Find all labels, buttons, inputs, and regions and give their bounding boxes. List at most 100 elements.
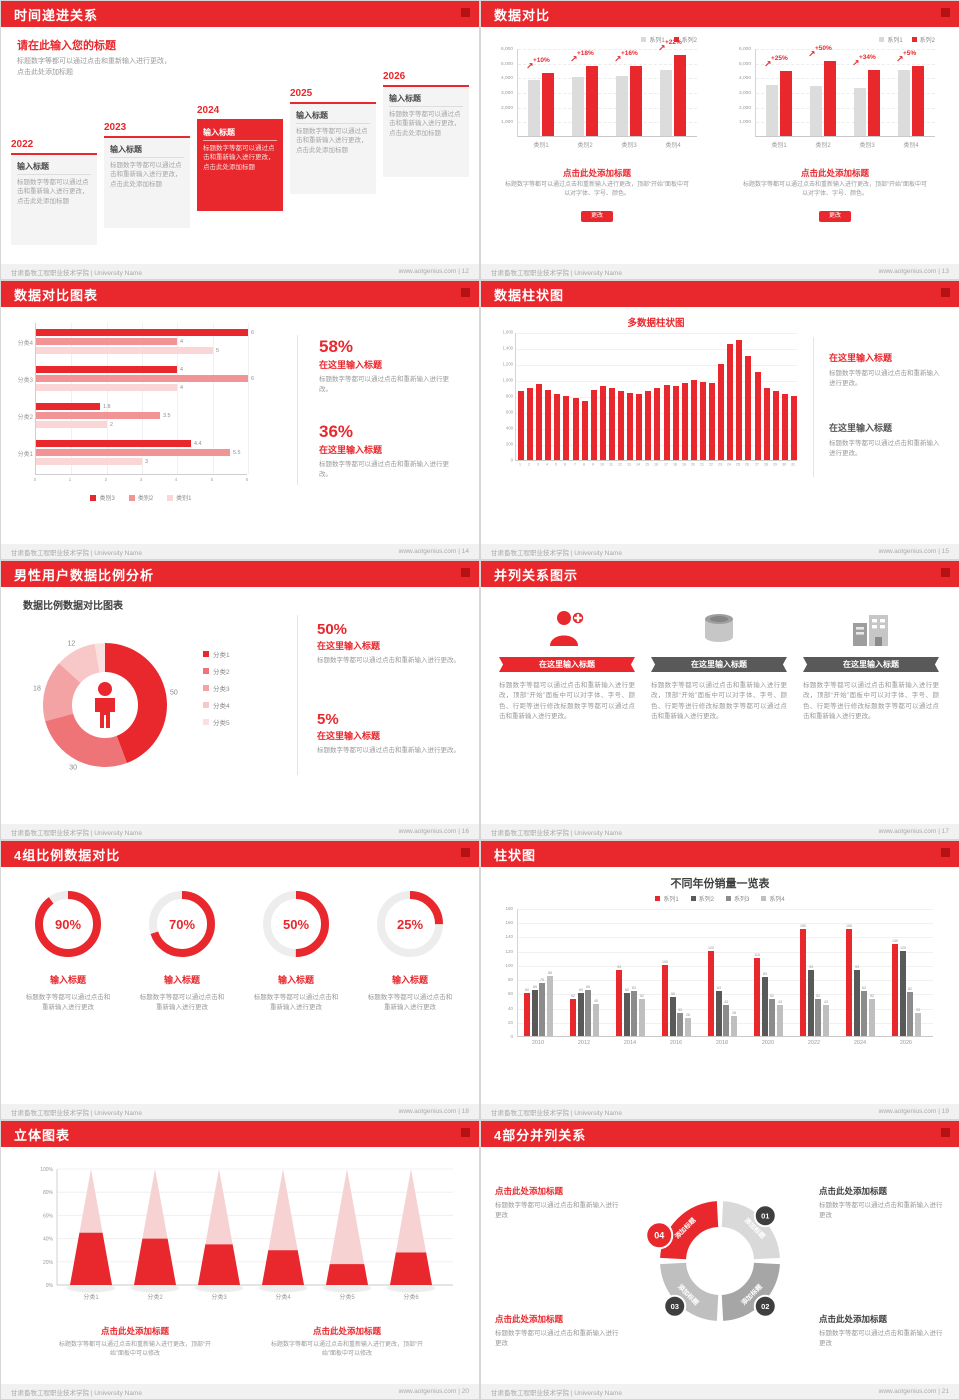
bar: [723, 1005, 729, 1036]
slide-content: 6 4 5 4 6 4 1.8 3.5 2 4.4 5.5 3 0 1 2 3 4 5 6 分类4 分类3 分类2 分类1 类…: [1, 307, 479, 544]
x-tick: 13: [627, 463, 632, 467]
value-label: 33: [677, 1007, 683, 1012]
timeline-item: 2026 输入标题 标题数字等都可以通过点击和重新输入进行更改，点击此处添加标题: [383, 71, 469, 177]
slide-header-title: 立体图表: [14, 1127, 71, 1143]
x-tick: 类别3: [859, 143, 875, 149]
value-label: 75: [539, 978, 545, 982]
y-tick: 4,000: [738, 75, 751, 81]
bar: [36, 412, 160, 419]
slide-content: 不同年份销量一览表 系列1 系列2 系列3 系列4 60 65 75 85 52 60 65 45 93 6…: [481, 867, 959, 1104]
x-tick: 5: [210, 477, 213, 483]
slide-footer: 甘肃畜牧工程职业技术学院 | University Name www.aotgen…: [1, 824, 479, 839]
stat-block: 36% 在这里输入标题 标题数字等都可以通过点击和重新输入进行更改。: [319, 422, 459, 480]
bar: [36, 458, 142, 465]
caption-text: 标题数字等都可以通过点击和重新输入进行更改，顶部“开始”面板中可以对字体、字号、…: [505, 182, 689, 198]
slide-18-ratio-rings[interactable]: 4组比例数据对比 90% 输入标题 标题数字等都可以通过点击和重新输入进行更改 70%…: [1, 841, 479, 1119]
x-tick: 2010: [531, 1040, 545, 1046]
x-tick: 类别4: [903, 143, 919, 149]
y-tick: 0: [510, 458, 513, 464]
y-tick: 80%: [43, 1190, 54, 1196]
bar-series1: [854, 87, 866, 136]
timeline-year: 2023: [104, 122, 127, 133]
slide-header-title: 4部分并列关系: [494, 1127, 587, 1143]
stat-percent: 36%: [319, 422, 354, 441]
bar-series1: [660, 70, 672, 136]
x-tick: 2: [528, 463, 531, 467]
slide-20-cone-chart[interactable]: 立体图表 100% 80% 60% 40% 20% 0% 分类1 分类2 分类3 分类4 分类5 分类…: [1, 1121, 479, 1399]
slide-content: 多数据柱状图 1,600 1,400 1,200 1,000 800 600 400 200 0 1…: [481, 307, 959, 544]
slide-17-parallel-items[interactable]: 并列关系图示 在这里输入标题 标题数字等都可以通过点击和重新输入进行更改，顶部“开…: [481, 561, 959, 839]
ring-percent: 25%: [397, 917, 423, 932]
legend-swatch: [673, 37, 679, 42]
legend-label: 系列3: [734, 897, 750, 903]
footer-university: 甘肃畜牧工程职业技术学院 | University Name: [491, 1109, 622, 1117]
bar: [800, 929, 806, 1036]
bar: [36, 366, 178, 373]
chart-title: 多数据柱状图: [627, 318, 685, 329]
x-tick: 15: [645, 463, 650, 467]
slide-12-timeline[interactable]: 时间递进关系 请在此输入您的标题 标题数字等都可以通过点击和重新输入进行更改，点击…: [1, 1, 479, 279]
slide-21-four-parts[interactable]: 4部分并列关系 添加标题 添加标题 添加标题 添加标题 01 02 03 04 点击此处添加标题…: [481, 1121, 959, 1399]
bar: [524, 993, 530, 1036]
y-tick: 200: [505, 442, 513, 448]
chart-title: 不同年份销量一览表: [670, 878, 770, 890]
y-tick: 1,200: [502, 362, 513, 368]
increase-arrow-icon: ↗: [526, 60, 534, 71]
cone-shadow: [323, 1283, 371, 1293]
container-icon-svg: [705, 614, 733, 642]
chart-legend: 类别3 类别2 类别1: [35, 493, 247, 502]
slide-header: 数据对比: [481, 1, 959, 27]
x-tick: 27: [754, 463, 759, 467]
gridline: [518, 122, 697, 124]
bar: [627, 392, 634, 460]
x-tick: 6: [245, 477, 249, 483]
header-accent-square-icon: [461, 8, 470, 17]
y-tick: 40: [507, 1006, 513, 1011]
slide-header: 男性用户数据比例分析: [1, 561, 479, 587]
corner-title: 点击此处添加标题: [495, 1186, 564, 1196]
corner-title: 点击此处添加标题: [495, 1314, 564, 1324]
timeline-box: 输入标题 标题数字等都可以通过点击和重新输入进行更改，点击此处添加标题: [197, 119, 283, 211]
value-label: 52: [869, 994, 874, 999]
intro-text: 标题数字等都可以通过点击和重新输入进行更改，点击此处添加标题: [17, 58, 171, 76]
cone-value: [134, 1238, 176, 1285]
timeline-item: 2024 输入标题 标题数字等都可以通过点击和重新输入进行更改，点击此处添加标题: [197, 105, 283, 211]
bar: [618, 391, 625, 460]
gridline: [518, 63, 697, 65]
x-tick: 类别2: [815, 143, 831, 149]
stat-text: 标题数字等都可以通过点击和重新输入进行更改。: [317, 747, 460, 754]
slide-13-data-compare[interactable]: 数据对比 系列1 系列2 ↗ +10% 类别1 ↗ +18% 类别2 ↗ +16% 类别3 ↗ +22%…: [481, 1, 959, 279]
gridline: [756, 122, 935, 124]
chart-legend: 系列1 系列2: [755, 35, 935, 44]
stat-block: 5% 在这里输入标题 标题数字等都可以通过点击和重新输入进行更改。: [317, 711, 463, 756]
slide-footer: 甘肃畜牧工程职业技术学院 | University Name www.aotgen…: [481, 264, 959, 279]
progress-ring: 90%: [35, 891, 101, 957]
legend-swatch: [761, 896, 767, 901]
bar: [663, 384, 670, 460]
value-label: 93: [808, 965, 813, 969]
parallel-card: 在这里输入标题 标题数字等都可以通过点击和重新输入进行更改，顶部“开始”面板中可以…: [651, 601, 787, 723]
bar: [868, 999, 875, 1036]
value-label: 5: [215, 347, 219, 354]
value-label: 4: [180, 384, 184, 391]
cone-shadow: [259, 1283, 307, 1293]
stat-title: 在这里输入标题: [829, 423, 893, 433]
slide-19-grouped-columns[interactable]: 柱状图 不同年份销量一览表 系列1 系列2 系列3 系列4 60 65 75 85 52 60 65 4…: [481, 841, 959, 1119]
slide-15-column-chart[interactable]: 数据柱状图 多数据柱状图 1,600 1,400 1,200 1,000 800 600 40…: [481, 281, 959, 559]
legend-swatch: [203, 702, 209, 708]
banner-title: 在这里输入标题: [651, 657, 787, 672]
stat-title: 在这里输入标题: [319, 360, 383, 370]
slide-16-donut-analysis[interactable]: 男性用户数据比例分析 数据比例数据对比图表 50 30 18 12 分类1 分类2 分类3 分类…: [1, 561, 479, 839]
x-tick: 2022: [807, 1040, 821, 1046]
y-tick: 60%: [43, 1213, 54, 1219]
stat-title: 在这里输入标题: [829, 353, 893, 363]
bar-series2: [586, 65, 598, 136]
timeline-year: 2025: [290, 88, 313, 99]
header-accent-square-icon: [941, 1128, 950, 1137]
x-tick: 25: [736, 463, 741, 467]
y-tick: 0: [510, 1034, 513, 1040]
bar: [36, 421, 107, 428]
slide-14-hbar-chart[interactable]: 数据对比图表 6 4 5 4 6 4 1.8 3.5 2 4.4 5.5 3 0 1 2 3 4 5 6 分类4 分类3…: [1, 281, 479, 559]
increase-arrow-icon: ↗: [852, 58, 860, 68]
value-label: 150: [845, 924, 852, 929]
